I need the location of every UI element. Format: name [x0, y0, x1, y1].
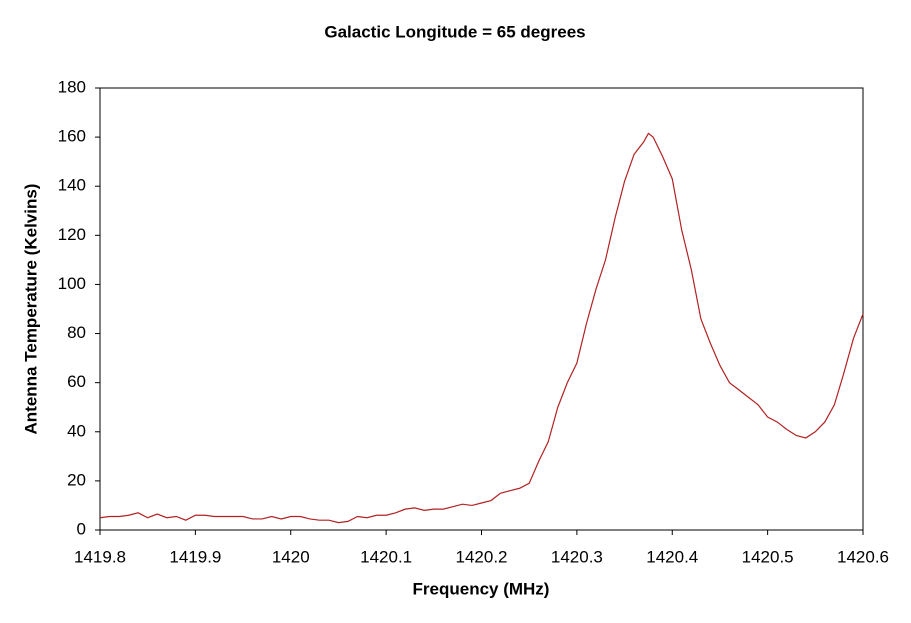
- chart-title: Galactic Longitude = 65 degrees: [324, 22, 585, 41]
- y-tick-label: 140: [58, 176, 86, 195]
- y-tick-label: 20: [67, 470, 86, 489]
- y-tick-label: 40: [67, 421, 86, 440]
- y-tick-label: 80: [67, 323, 86, 342]
- x-tick-label: 1420.6: [837, 547, 889, 566]
- y-tick-label: 0: [77, 519, 86, 538]
- x-tick-label: 1420.5: [742, 547, 794, 566]
- x-tick-label: 1420: [272, 547, 310, 566]
- plot-frame: [99, 87, 864, 531]
- x-axis-label: Frequency (MHz): [413, 579, 550, 598]
- data-line: [99, 132, 864, 524]
- y-tick-label: 60: [67, 372, 86, 391]
- x-tick-label: 1420.3: [551, 547, 603, 566]
- x-tick-label: 1420.4: [646, 547, 698, 566]
- x-tick-label: 1419.8: [74, 547, 126, 566]
- x-tick-label: 1419.9: [169, 547, 221, 566]
- y-tick-label: 180: [58, 77, 86, 96]
- y-tick-label: 160: [58, 127, 86, 146]
- y-tick-label: 100: [58, 274, 86, 293]
- y-axis-label: Antenna Temperature (Kelvins): [21, 184, 40, 435]
- x-tick-label: 1420.1: [360, 547, 412, 566]
- x-tick-label: 1420.2: [456, 547, 508, 566]
- y-tick-label: 120: [58, 225, 86, 244]
